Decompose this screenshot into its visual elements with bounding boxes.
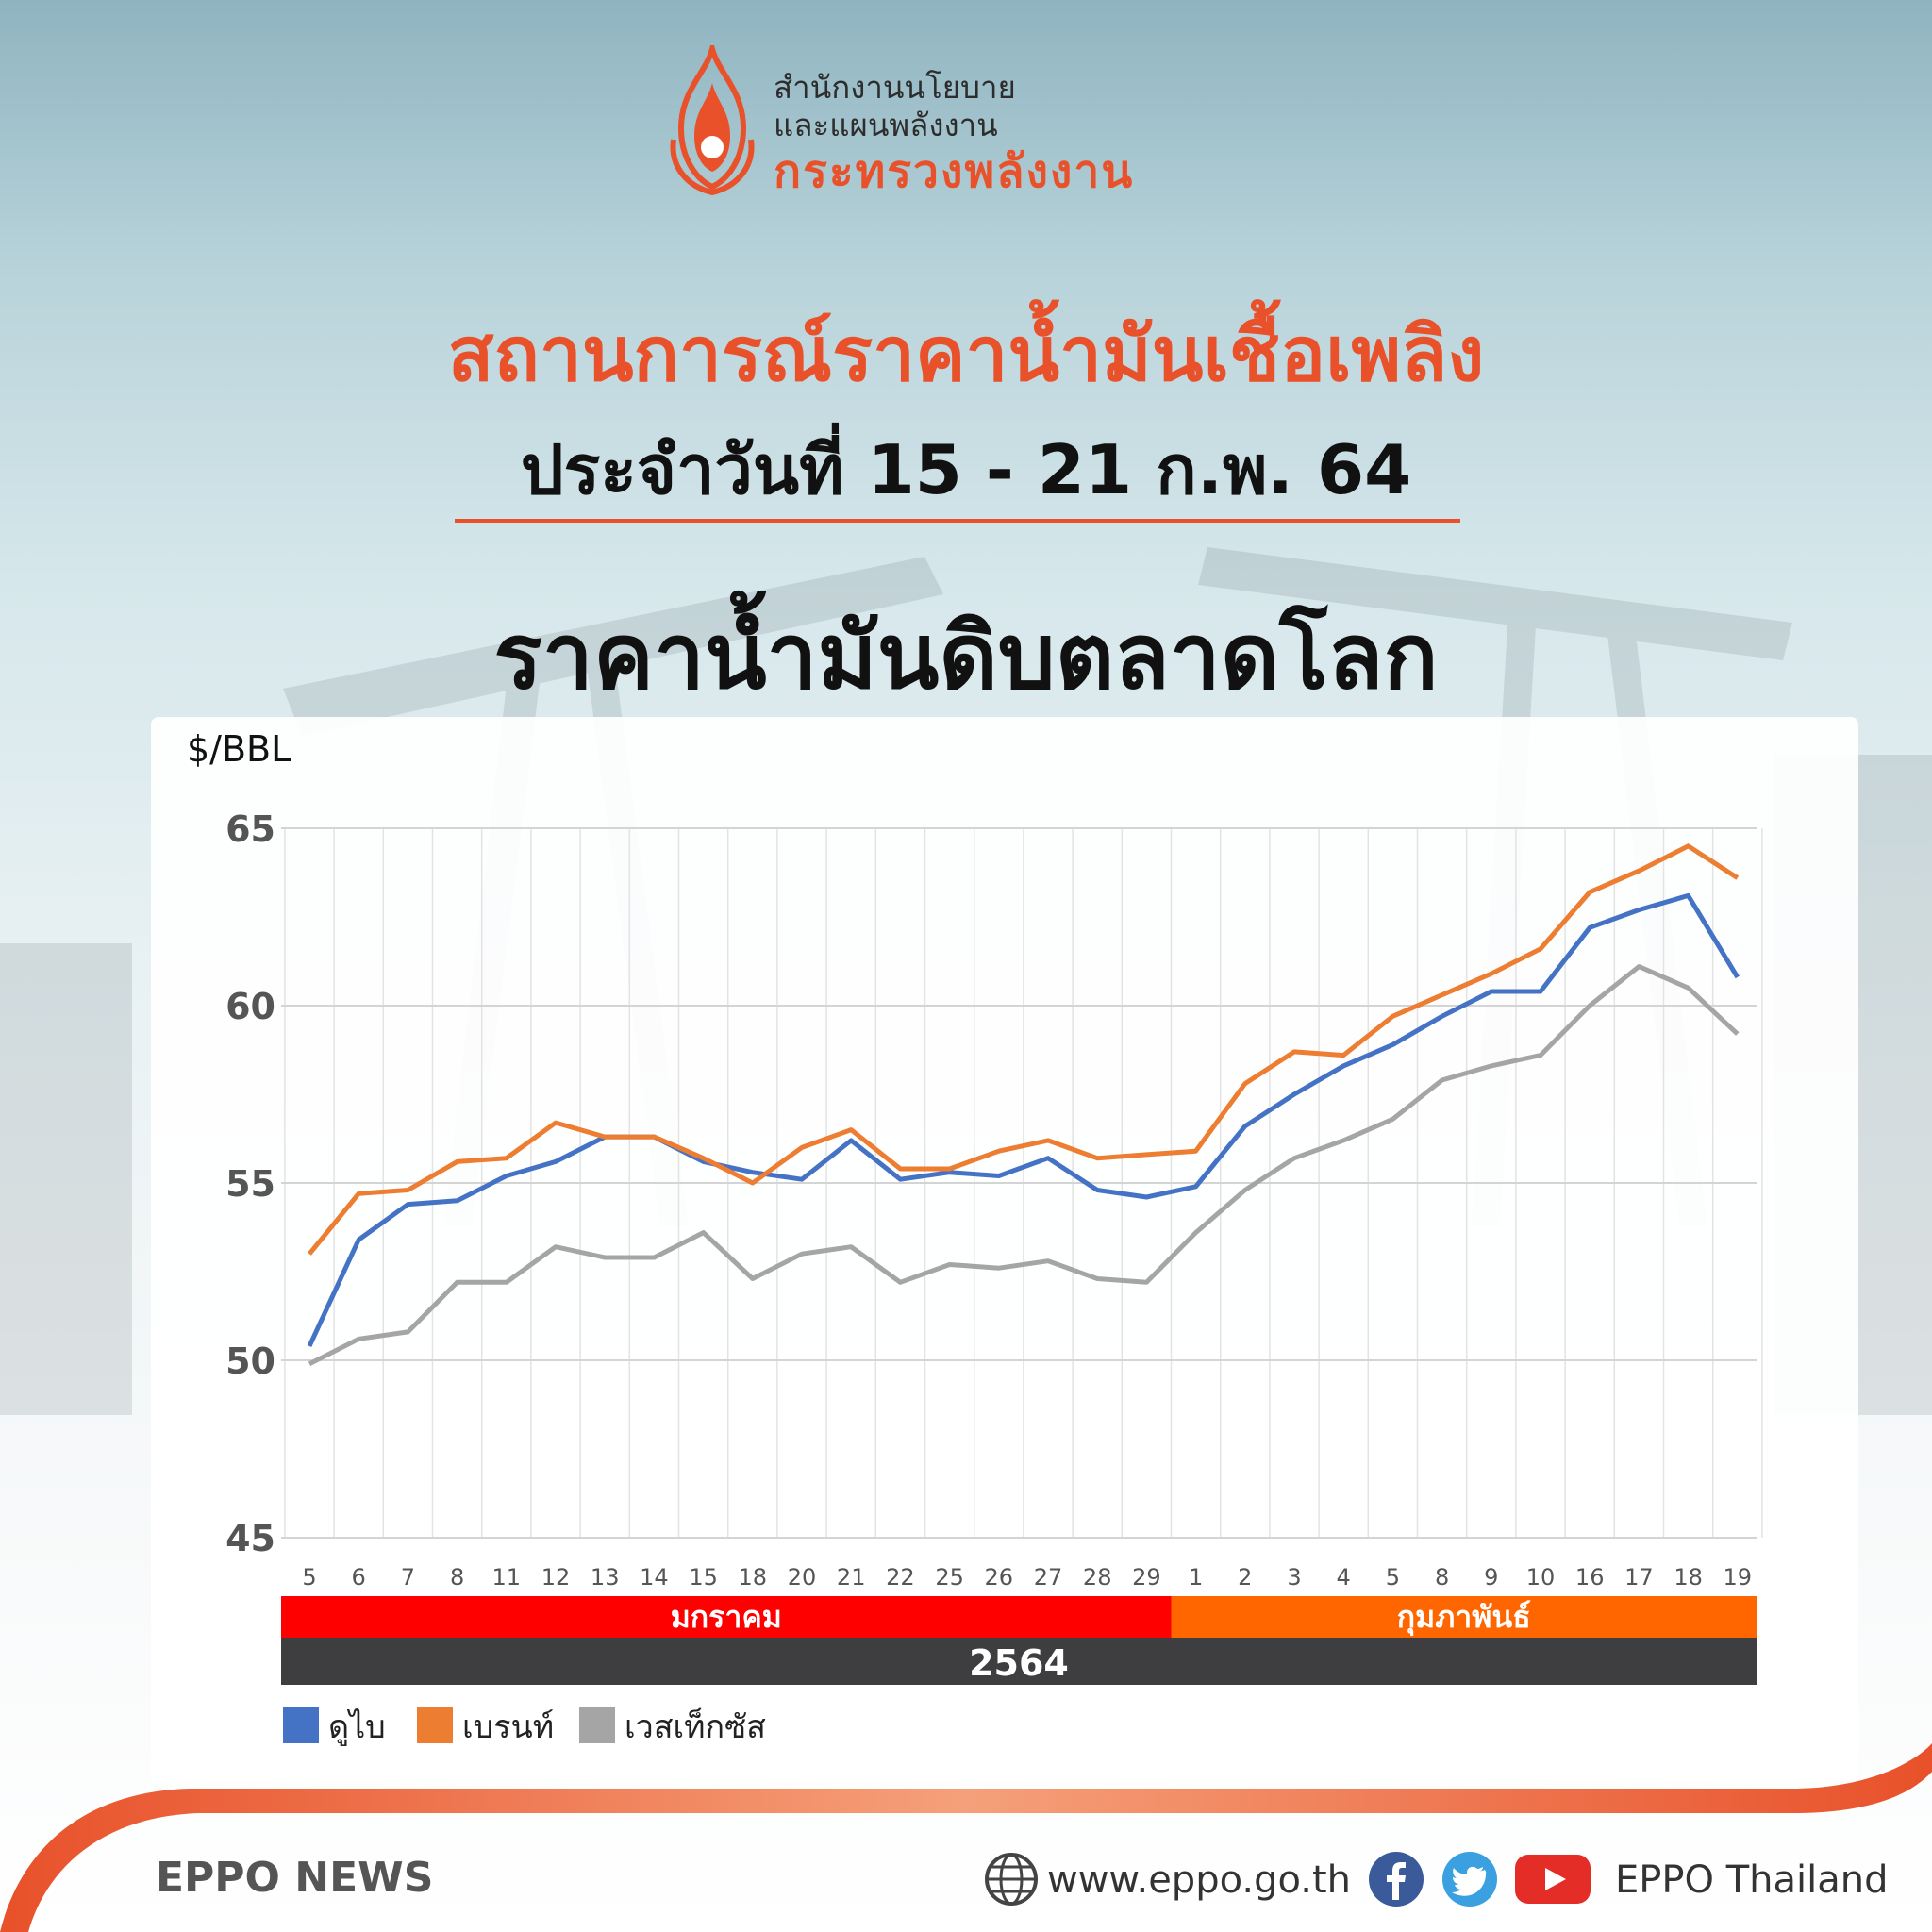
logo-line-3: กระทรวงพลังงาน [774, 145, 1135, 198]
x-tick-label: 19 [1724, 1564, 1753, 1591]
x-tick-label: 1 [1189, 1564, 1203, 1591]
legend-label: ดูไบ [328, 1708, 386, 1746]
x-tick-label: 7 [401, 1564, 415, 1591]
legend-swatch [283, 1707, 319, 1743]
x-tick-label: 16 [1575, 1564, 1605, 1591]
x-tick-label: 18 [1674, 1564, 1703, 1591]
y-tick-label: 65 [225, 808, 275, 850]
year-label: 2564 [969, 1642, 1069, 1684]
logo-line-1: สำนักงานนโยบาย [774, 69, 1016, 106]
y-axis-unit: $/BBL [187, 728, 291, 770]
series-line-2 [308, 843, 1740, 1256]
x-tick-label: 27 [1034, 1564, 1063, 1591]
x-tick-label: 11 [492, 1564, 522, 1591]
y-tick-label: 45 [225, 1518, 275, 1559]
x-tick-label: 10 [1526, 1564, 1556, 1591]
legend-label: เบรนท์ [462, 1708, 554, 1746]
x-tick-label: 6 [352, 1564, 366, 1591]
x-tick-label: 8 [450, 1564, 464, 1591]
y-tick-label: 60 [225, 986, 275, 1027]
x-tick-label: 8 [1435, 1564, 1449, 1591]
y-tick-label: 55 [225, 1163, 275, 1205]
website-link[interactable]: www.eppo.go.th [1047, 1858, 1351, 1902]
x-tick-label: 5 [1386, 1564, 1400, 1591]
x-tick-label: 29 [1132, 1564, 1161, 1591]
month-band [1171, 1596, 1757, 1638]
x-tick-label: 2 [1238, 1564, 1252, 1591]
month-label: มกราคม [671, 1599, 782, 1635]
legend-swatch [579, 1707, 615, 1743]
eppo-logo: สำนักงานนโยบาย และแผนพลังงาน กระทรวงพลัง… [660, 45, 1264, 198]
footer-brand: EPPO NEWS [156, 1854, 434, 1902]
series-line-3 [308, 964, 1740, 1367]
x-tick-label: 3 [1287, 1564, 1301, 1591]
legend-label: เวสเท็กซัส [625, 1707, 766, 1746]
x-tick-label: 12 [541, 1564, 571, 1591]
logo-line-2: และแผนพลังงาน [774, 107, 998, 143]
x-tick-label: 5 [302, 1564, 316, 1591]
title-divider [455, 519, 1460, 523]
series-line-1 [307, 892, 1740, 1348]
x-tick-label: 14 [640, 1564, 669, 1591]
x-tick-label: 20 [788, 1564, 817, 1591]
x-tick-label: 25 [935, 1564, 964, 1591]
month-band [281, 1596, 1172, 1638]
month-label: กุมภาพันธ์ [1397, 1599, 1531, 1637]
x-tick-label: 18 [739, 1564, 768, 1591]
year-band [281, 1638, 1757, 1685]
page-title: สถานการณ์ราคาน้ำมันเชื้อเพลิง [447, 310, 1485, 398]
facebook-icon[interactable] [1368, 1851, 1424, 1907]
section-heading: ราคาน้ำมันดิบตลาดโลก [493, 604, 1439, 709]
youtube-channel-label[interactable]: EPPO Thailand [1615, 1858, 1889, 1902]
globe-icon[interactable] [983, 1851, 1040, 1907]
y-tick-label: 50 [225, 1341, 275, 1382]
twitter-icon[interactable] [1441, 1851, 1498, 1907]
x-tick-label: 28 [1083, 1564, 1112, 1591]
footer-swoosh [0, 1743, 1932, 1932]
x-tick-label: 26 [985, 1564, 1014, 1591]
x-tick-label: 13 [591, 1564, 620, 1591]
legend-swatch [417, 1707, 453, 1743]
x-tick-label: 9 [1484, 1564, 1498, 1591]
x-tick-label: 21 [837, 1564, 866, 1591]
x-tick-label: 15 [689, 1564, 718, 1591]
x-tick-label: 4 [1337, 1564, 1351, 1591]
flame-emblem-icon [670, 45, 755, 196]
date-subtitle: ประจำวันที่ 15 - 21 ก.พ. 64 [520, 430, 1412, 509]
youtube-icon[interactable] [1513, 1851, 1592, 1907]
x-tick-label: 17 [1624, 1564, 1654, 1591]
x-tick-label: 22 [886, 1564, 915, 1591]
